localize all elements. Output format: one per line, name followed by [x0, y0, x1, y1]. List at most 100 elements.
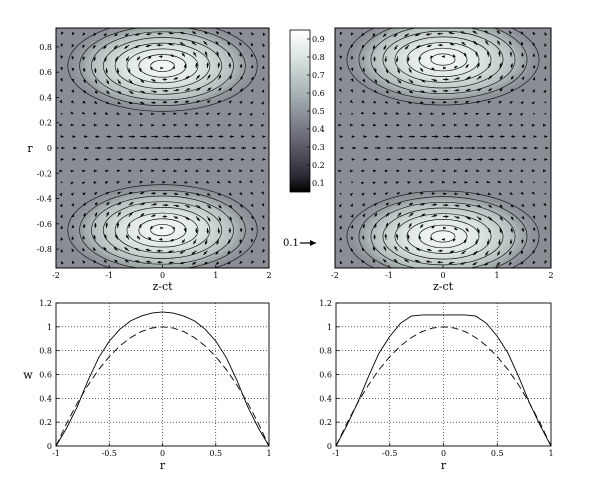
field-arrow-head: [465, 228, 469, 232]
field-arrow-head: [543, 214, 547, 219]
field-arrow-head: [238, 180, 242, 183]
field-arrow-head: [478, 75, 482, 79]
field-arrow-head: [71, 224, 75, 228]
velocity-field-panel-right: [335, 28, 551, 268]
field-arrow-head: [476, 123, 480, 127]
field-arrow-head: [93, 57, 97, 62]
field-arrow-head: [82, 57, 86, 61]
arrow-scale-reference: 0.1: [283, 238, 316, 249]
field-arrow-head: [250, 76, 254, 81]
contour-line: [430, 230, 456, 243]
contour-line: [382, 207, 504, 266]
field-arrow-head: [420, 192, 424, 195]
field-arrow-head: [59, 193, 63, 197]
x-tick-label: 0: [160, 449, 165, 458]
field-arrow-head: [497, 252, 501, 256]
field-arrow-head: [489, 217, 493, 221]
field-dot: [533, 112, 535, 115]
field-arrow-head: [152, 78, 156, 82]
field-arrow-head: [215, 261, 220, 265]
field-arrow-head: [397, 70, 400, 74]
field-arrow-head: [251, 260, 255, 264]
field-arrow-head: [71, 203, 74, 207]
field-arrow-head: [60, 78, 63, 82]
field-arrow-head: [114, 260, 118, 263]
field-arrow-head: [476, 63, 480, 67]
y-tick-label: 0.8: [39, 347, 52, 356]
field-arrow-head: [488, 230, 491, 234]
field-arrow-head: [203, 251, 207, 255]
field-arrow-head: [206, 230, 209, 234]
field-arrow-head: [408, 101, 412, 104]
field-arrow-head: [398, 212, 402, 216]
field-dot: [351, 181, 353, 184]
field-arrow-head: [509, 169, 513, 173]
field-arrow-head: [251, 32, 255, 36]
field-arrow-head: [475, 241, 479, 245]
field-arrow-head: [229, 204, 232, 208]
series-line-dashed: [335, 326, 552, 447]
field-arrow-head: [70, 111, 74, 115]
field-arrow-head: [184, 123, 188, 127]
field-arrow-head: [409, 202, 414, 206]
field-arrow-head: [250, 203, 254, 207]
field-arrow-head: [397, 90, 401, 94]
field-arrow-head: [93, 100, 97, 104]
field-arrow-head: [239, 32, 243, 36]
field-arrow-head: [239, 52, 243, 57]
field-arrow-head: [385, 222, 389, 227]
velocity-profile-panel-right: [335, 302, 552, 447]
field-arrow-head: [251, 158, 255, 161]
field-arrow-head: [393, 33, 397, 37]
field-arrow-head: [153, 90, 157, 93]
vortex-glow: [342, 188, 544, 268]
field-arrow-head: [239, 124, 243, 127]
field-arrow-head: [396, 169, 400, 173]
field-arrow-head: [60, 249, 64, 253]
field-arrow-head: [360, 181, 364, 185]
field-arrow-head: [217, 169, 221, 173]
field-arrow-head: [71, 213, 75, 218]
field-arrow-head: [215, 251, 219, 255]
field-arrow-head: [408, 169, 412, 173]
field-arrow-head: [204, 51, 208, 55]
field-arrow-head: [441, 238, 445, 241]
field-arrow-head: [373, 123, 377, 127]
y-tick-label: 0.6: [39, 68, 52, 77]
y-tick-label: -0.6: [37, 220, 52, 229]
field-arrow-head: [141, 101, 145, 105]
field-arrow-head: [486, 241, 490, 245]
field-arrow-head: [361, 203, 365, 207]
field-arrow-head: [377, 146, 381, 150]
field-arrow-head: [435, 135, 439, 138]
field-arrow-head: [532, 260, 536, 264]
field-arrow-head: [261, 227, 265, 231]
colorbar-tick-label: 0.1: [312, 179, 325, 188]
field-arrow-head: [433, 214, 438, 218]
field-arrow-head: [339, 66, 342, 71]
field-arrow-head: [464, 112, 468, 116]
field-arrow-head: [251, 249, 254, 253]
field-arrow-head: [186, 88, 191, 92]
field-arrow-head: [453, 169, 457, 173]
field-arrow-head: [70, 100, 74, 104]
field-arrow-head: [152, 101, 156, 104]
field-arrow-head: [192, 261, 196, 265]
y-tick-label: 0.4: [39, 93, 52, 102]
field-arrow-head: [372, 192, 377, 196]
field-arrow-head: [423, 158, 427, 161]
y-tick-label: 1: [47, 323, 52, 332]
field-arrow-head: [145, 248, 149, 252]
field-arrow-head: [438, 146, 442, 150]
field-dot: [60, 181, 63, 184]
field-arrow-head: [217, 62, 221, 66]
field-dot: [262, 181, 265, 184]
contour-line: [138, 218, 187, 242]
field-arrow-head: [443, 66, 447, 70]
field-arrow-head: [207, 100, 211, 104]
field-arrow-head: [398, 80, 402, 84]
x-tick-label: -0.5: [382, 449, 397, 458]
field-arrow-head: [485, 40, 489, 44]
field-arrow-head: [230, 158, 234, 161]
field-arrow-head: [532, 215, 536, 219]
